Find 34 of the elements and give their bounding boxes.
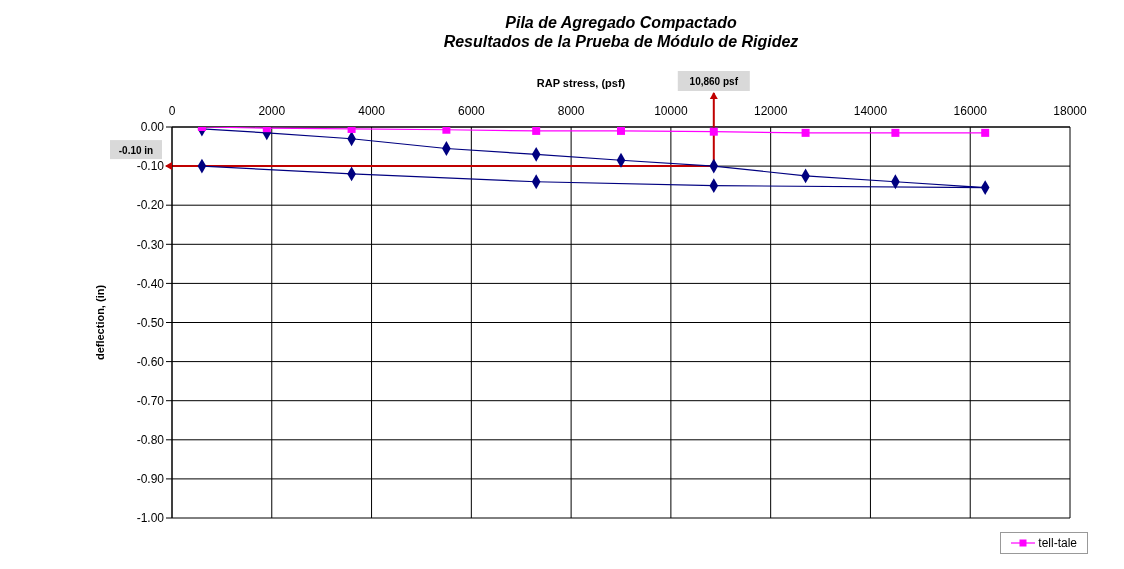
y-tick-label: -0.60 xyxy=(136,354,165,369)
y-tick-label: -0.50 xyxy=(136,315,165,330)
y-tick-label: -0.70 xyxy=(136,393,165,408)
y-tick-label: -0.30 xyxy=(136,237,165,252)
x-tick-label: 2000 xyxy=(258,104,286,118)
y-tick-label: -1.00 xyxy=(136,511,165,526)
point xyxy=(709,127,718,136)
x-tick-label: 10000 xyxy=(654,104,688,118)
x-tick-label: 14000 xyxy=(853,104,888,118)
y-tick-label: -0.80 xyxy=(136,433,165,448)
x-tick-label: 12000 xyxy=(753,104,788,118)
x-axis-title: RAP stress, (psf) xyxy=(536,77,626,89)
x-tick-label: 4000 xyxy=(358,104,386,118)
y-axis-title: deflection, (in) xyxy=(94,284,106,361)
y-tick-label: -0.90 xyxy=(136,472,165,487)
legend-label: tell-tale xyxy=(1037,536,1077,550)
ref-line-label: -0.10 in xyxy=(118,144,154,156)
point xyxy=(442,127,451,134)
y-tick-label: -0.10 xyxy=(136,159,165,174)
x-tick-label: 0 xyxy=(168,104,176,118)
chart-title: Pila de Agregado Compactado Resultados de la Prueba de Módulo de Rigidez xyxy=(443,14,799,50)
point xyxy=(801,128,810,137)
y-tick-label: -0.20 xyxy=(136,198,165,213)
point xyxy=(981,128,990,137)
x-tick-label: 8000 xyxy=(557,104,585,118)
x-tick-label: 6000 xyxy=(457,104,485,118)
y-tick-label: 0.00 xyxy=(140,120,165,135)
point xyxy=(617,127,625,135)
x-tick-label: 18000 xyxy=(1053,104,1088,118)
y-tick-label: -0.40 xyxy=(136,276,165,291)
point xyxy=(891,128,900,137)
ref-line-label: 10,860 psf xyxy=(689,76,739,87)
point xyxy=(532,127,541,135)
x-tick-label: 16000 xyxy=(953,104,988,118)
